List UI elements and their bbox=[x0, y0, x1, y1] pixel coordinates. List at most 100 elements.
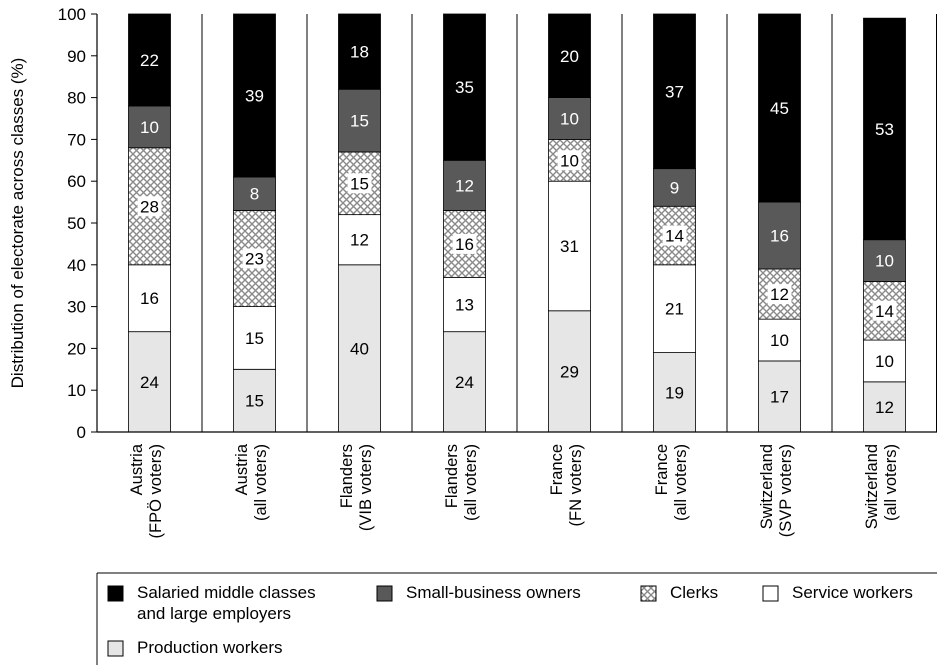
legend-label: Salaried middle classes bbox=[137, 583, 316, 602]
value-label-bg bbox=[662, 225, 687, 246]
value-label-bg bbox=[137, 196, 162, 217]
value-label: 10 bbox=[560, 110, 579, 129]
category-labels: Austria (FPÖ voters) Austria (all voters) Fl… bbox=[128, 443, 900, 538]
value-label: 16 bbox=[770, 227, 789, 246]
bar-segment bbox=[653, 168, 696, 207]
category-label: France bbox=[548, 444, 566, 495]
bar-segment bbox=[758, 201, 801, 270]
value-label: 12 bbox=[350, 231, 369, 250]
legend-swatch bbox=[640, 585, 657, 602]
category-label: (all voters) bbox=[252, 444, 270, 521]
value-label: 28 bbox=[140, 197, 159, 216]
y-tick-label: 90 bbox=[67, 47, 86, 66]
legend-label: Clerks bbox=[670, 583, 718, 602]
y-axis-title: Distribution of electorate across classe… bbox=[8, 58, 27, 389]
y-tick-label: 70 bbox=[67, 130, 86, 149]
category-label: (FN voters) bbox=[567, 444, 585, 527]
value-label: 20 bbox=[560, 47, 579, 66]
value-label-bg bbox=[452, 233, 477, 254]
y-tick-label: 80 bbox=[67, 89, 86, 108]
category-label: Switzerland bbox=[863, 444, 881, 529]
value-label: 15 bbox=[245, 392, 264, 411]
category-label: (all voters) bbox=[672, 444, 690, 521]
value-label: 10 bbox=[560, 151, 579, 170]
bar-segment bbox=[758, 13, 801, 203]
bar-segment bbox=[863, 17, 906, 241]
value-label-bg bbox=[242, 248, 267, 269]
value-label: 12 bbox=[455, 176, 474, 195]
value-label: 10 bbox=[140, 118, 159, 137]
bar-segment bbox=[128, 264, 171, 333]
value-label-bg bbox=[872, 300, 897, 321]
value-label: 35 bbox=[455, 78, 474, 97]
bar-segment bbox=[443, 159, 486, 211]
bars bbox=[128, 13, 906, 433]
category-label: (all voters) bbox=[882, 444, 900, 521]
bar-segment bbox=[653, 352, 696, 433]
value-label: 9 bbox=[670, 178, 679, 197]
value-labels: 24 16 28 10 22 15 15 23 8 39 40 12 15 15 18 24 13 16 12 35 2… bbox=[137, 43, 897, 417]
value-label: 12 bbox=[875, 398, 894, 417]
bar-segment bbox=[233, 176, 276, 211]
bar-segment bbox=[128, 105, 171, 149]
y-tick-label: 20 bbox=[67, 339, 86, 358]
category-separators bbox=[201, 14, 937, 432]
value-label: 15 bbox=[350, 112, 369, 131]
bar-segment bbox=[863, 381, 906, 433]
y-tick-label: 100 bbox=[58, 5, 86, 24]
category-label: Flanders bbox=[338, 444, 356, 508]
value-label-bg bbox=[347, 173, 372, 194]
category-label: Switzerland bbox=[758, 444, 776, 529]
bar-segment bbox=[548, 13, 591, 98]
value-label: 10 bbox=[875, 352, 894, 371]
y-tick-label: 40 bbox=[67, 256, 86, 275]
value-label: 10 bbox=[770, 331, 789, 350]
bar-segment bbox=[548, 310, 591, 433]
bar-segment bbox=[548, 180, 591, 312]
y-tick-label: 10 bbox=[67, 381, 86, 400]
value-label: 14 bbox=[665, 227, 684, 246]
bar-segment bbox=[338, 264, 381, 433]
legend-label: Small-business owners bbox=[406, 583, 581, 602]
value-label: 31 bbox=[560, 237, 579, 256]
legend-swatch bbox=[107, 585, 124, 602]
legend-label: Production workers bbox=[137, 638, 283, 657]
axes: 0 10 20 30 40 50 60 70 80 90 100 Distribution of el… bbox=[8, 5, 937, 442]
legend: Salaried middle classes and large employe… bbox=[96, 572, 937, 665]
value-label: 12 bbox=[770, 285, 789, 304]
y-tick-label: 60 bbox=[67, 172, 86, 191]
bar-segment bbox=[863, 339, 906, 383]
value-label: 37 bbox=[665, 82, 684, 101]
value-label: 13 bbox=[455, 296, 474, 315]
bar-segment bbox=[128, 331, 171, 433]
category-label: Austria bbox=[128, 443, 146, 495]
legend-swatch bbox=[107, 640, 124, 657]
category-label: (all voters) bbox=[462, 444, 480, 521]
value-label: 40 bbox=[350, 339, 369, 358]
legend-swatch bbox=[762, 585, 779, 602]
bar-segment bbox=[443, 13, 486, 161]
bar-segment bbox=[863, 239, 906, 282]
value-label: 14 bbox=[875, 302, 894, 321]
bar-segment bbox=[233, 13, 276, 178]
bar-segment bbox=[338, 214, 381, 266]
value-label: 45 bbox=[770, 99, 789, 118]
bar-segment bbox=[653, 13, 696, 170]
value-label: 53 bbox=[875, 120, 894, 139]
bar-segment bbox=[128, 13, 171, 107]
legend-label: Service workers bbox=[792, 583, 913, 602]
value-label: 17 bbox=[770, 387, 789, 406]
value-label-bg bbox=[557, 150, 582, 171]
value-label: 18 bbox=[350, 43, 369, 62]
bar-segment bbox=[443, 276, 486, 333]
value-label: 8 bbox=[250, 185, 259, 204]
y-tick-label: 0 bbox=[77, 423, 86, 442]
category-label: Austria bbox=[233, 443, 251, 495]
value-label: 22 bbox=[140, 51, 159, 70]
value-label: 29 bbox=[560, 362, 579, 381]
value-label: 16 bbox=[140, 289, 159, 308]
category-label: (VIB voters) bbox=[357, 444, 375, 531]
value-label: 24 bbox=[455, 373, 474, 392]
legend-swatch bbox=[376, 585, 393, 602]
